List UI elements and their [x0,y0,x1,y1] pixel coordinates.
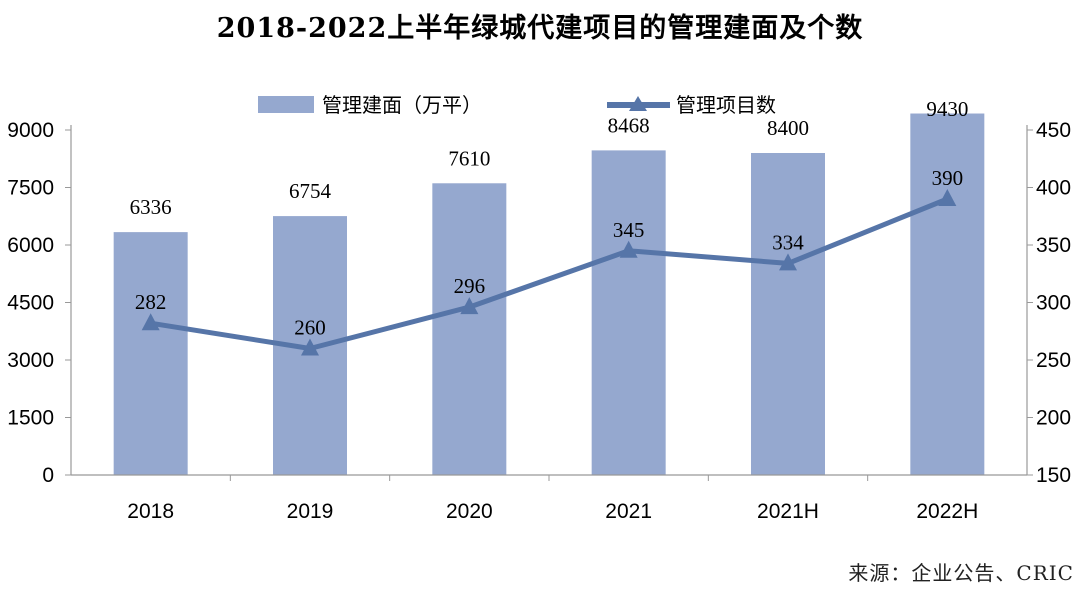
y-left-tick-label: 4500 [7,292,54,315]
source-note: 来源：企业公告、CRIC [848,561,1074,585]
labels-layer: 6336 6754 7610 8468 8400 9430 282 260 296 345 334 3… [130,97,969,340]
x-tick-label: 2019 [287,500,334,523]
line-point-marker [619,240,638,258]
line-series-path [150,196,949,351]
bar-value-label: 9430 [926,97,968,121]
y-right-tick-label: 150 [1036,464,1071,487]
line-point-marker [938,189,957,206]
y-left-tick-label: 3000 [7,349,54,372]
axes-layer: 0 1500 3000 4500 6000 7500 9000 150 200 250 300 350… [7,119,1071,523]
bar [751,153,825,475]
line-value-label: 260 [294,316,326,340]
y-right-tick-label: 450 [1036,119,1071,142]
bar [432,183,507,476]
legend-line-marker [629,96,647,111]
x-tick-label: 2021H [757,500,819,523]
line-value-label: 282 [135,290,167,314]
line-point-marker [301,338,319,356]
y-right-tick-label: 350 [1036,234,1071,257]
y-left-tick-label: 7500 [7,177,54,200]
y-right-tick-label: 200 [1036,407,1071,430]
y-right-tick-label: 250 [1036,349,1071,372]
line-value-label: 334 [772,230,804,254]
legend: 管理建面（万平） 管理项目数 [258,93,776,117]
bar [910,113,985,476]
legend-bar-label: 管理建面（万平） [322,93,482,117]
x-tick-label: 2018 [127,500,174,523]
x-tick-label: 2020 [446,500,493,523]
line-point-marker [460,297,479,315]
y-left-tick-label: 9000 [7,119,54,142]
bar [113,232,188,475]
bar-value-label: 8400 [767,116,809,140]
y-left-tick-label: 0 [42,464,54,487]
line-point-marker [141,313,160,331]
x-tick-label: 2021 [605,500,652,523]
line-value-label: 390 [932,166,964,190]
y-right-tick-label: 300 [1036,292,1071,315]
bars-layer [113,113,985,476]
bar [591,150,666,476]
bar-value-label: 6336 [130,195,172,219]
legend-line-label: 管理项目数 [676,93,776,117]
bar-value-label: 8468 [608,113,650,137]
line-point-marker [779,253,797,271]
y-right-tick-label: 400 [1036,177,1071,200]
x-tick-label: 2022H [916,500,978,523]
bar-value-label: 7610 [448,146,490,170]
line-value-label: 345 [613,218,645,242]
legend-bar-swatch [258,96,314,113]
line-layer [141,189,957,356]
bar-value-label: 6754 [289,179,332,203]
chart-title: 2018-2022上半年绿城代建项目的管理建面及个数 [216,13,864,44]
line-value-label: 296 [454,274,486,298]
y-left-tick-label: 1500 [7,407,54,430]
y-left-tick-label: 6000 [7,234,54,257]
